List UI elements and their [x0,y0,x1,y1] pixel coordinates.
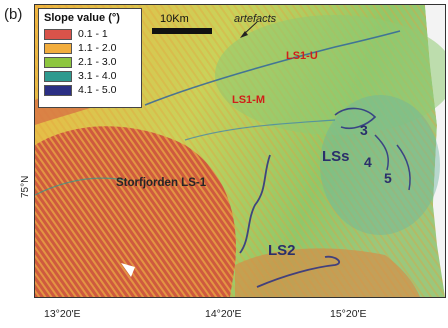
label-slide-3: 3 [360,122,368,138]
legend-item: 2.1 - 3.0 [44,55,136,69]
lss-scar-5 [396,144,411,191]
teal-zone-right [320,95,440,235]
lon-label-2: 14°20'E [205,308,242,320]
lon-label-3: 15°20'E [330,308,367,320]
no-data-hole [121,263,135,277]
artefacts-arrowhead [240,31,248,38]
label-ls2: LS2 [268,242,296,259]
lss-scar-3 [334,107,377,130]
ls1-lobe [35,126,236,297]
slope-map [34,4,446,298]
lss-scar-4 [374,134,389,171]
legend-item: 0.1 - 1 [44,27,136,41]
shelf-break [35,177,126,196]
legend-label: 4.1 - 5.0 [78,84,117,96]
legend-title: Slope value (°) [44,12,120,24]
legend-swatch [44,42,72,54]
legend-label: 0.1 - 1 [78,28,108,40]
scale-bar [152,28,212,34]
legend-swatch [44,28,72,40]
label-ls1: Storfjorden LS-1 [116,177,207,189]
ls2-outline [256,255,340,288]
green-zone-upper [215,15,445,135]
panel-label: (b) [4,6,23,23]
label-lss: LSs [322,148,350,165]
legend-swatch [44,56,72,68]
label-ls1-u: LS1-U [286,50,318,62]
scarp-mid [184,119,336,141]
label-slide-5: 5 [384,170,392,186]
artefacts-label: artefacts [234,13,277,25]
legend-item: 4.1 - 5.0 [44,83,136,97]
legend-label: 1.1 - 2.0 [78,42,117,54]
legend-item: 1.1 - 2.0 [44,41,136,55]
channel-central [239,154,271,254]
slope-legend: Slope value (°) 0.1 - 1 1.1 - 2.0 2.1 - … [38,8,142,108]
legend-item: 3.1 - 4.0 [44,69,136,83]
legend-label: 3.1 - 4.0 [78,70,117,82]
label-ls1-m: LS1-M [232,94,265,106]
legend-label: 2.1 - 3.0 [78,56,117,68]
label-slide-4: 4 [364,154,372,170]
scarp-upper [144,30,401,106]
legend-swatch [44,70,72,82]
lat-label-1: 75°N [20,175,31,198]
scale-bar-label: 10Km [160,13,189,25]
legend-swatch [44,84,72,96]
lon-label-1: 13°20'E [44,308,81,320]
ls2-lobe [235,248,420,297]
